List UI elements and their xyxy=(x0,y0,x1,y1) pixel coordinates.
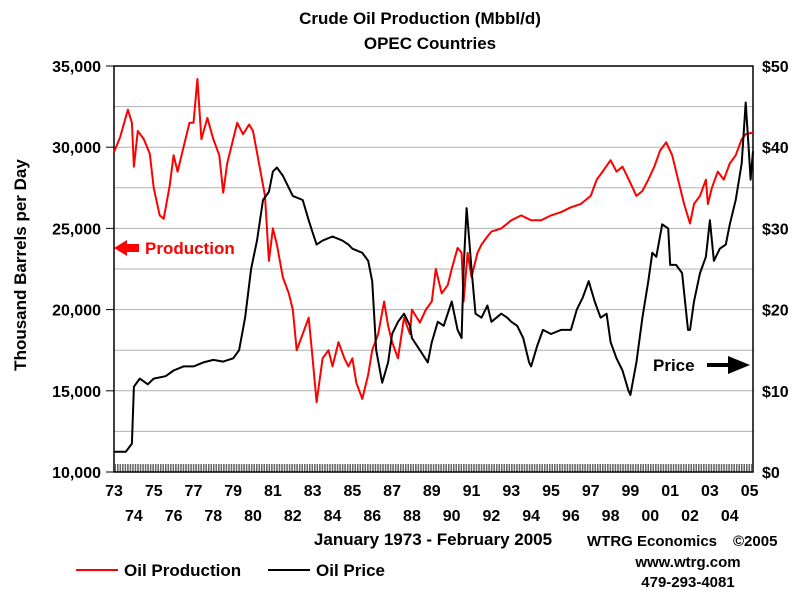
y-axis-label: Thousand Barrels per Day xyxy=(11,159,30,371)
x-tick-label: 91 xyxy=(463,483,481,500)
annotation-production: Production xyxy=(114,239,235,258)
left-arrow-icon xyxy=(114,240,139,256)
x-tick-label: 92 xyxy=(483,508,501,525)
production-annotation-label: Production xyxy=(145,239,235,258)
x-tick-label: 90 xyxy=(443,508,461,525)
y-tick-label-right: $30 xyxy=(762,221,789,238)
x-tick-label: 83 xyxy=(304,483,322,500)
right-arrow-icon xyxy=(707,356,750,374)
x-axis: 73 75 77 79 81 83 85 87 89 91 93 95 97 99 01 03 05 74 76 78… xyxy=(105,464,759,525)
chart-title: Crude Oil Production (Mbbl/d) xyxy=(299,9,541,28)
credit-phone: 479-293-4081 xyxy=(641,574,734,591)
x-tick-label: 98 xyxy=(602,508,620,525)
x-tick-label: 74 xyxy=(125,508,143,525)
x-tick-label: 01 xyxy=(661,483,679,500)
y-tick-label-right: $40 xyxy=(762,140,789,157)
y-tick-label-left: 25,000 xyxy=(52,221,101,238)
x-tick-label: 82 xyxy=(284,508,302,525)
legend-label-price: Oil Price xyxy=(316,561,385,580)
credits: WTRG Economics ©2005 www.wtrg.com 479-29… xyxy=(587,533,777,591)
y-axis-right: $0 $10 $20 $30 $40 $50 xyxy=(762,59,789,482)
legend: Oil Production Oil Price xyxy=(76,561,385,580)
annotation-price: Price xyxy=(653,356,750,375)
x-tick-label: 86 xyxy=(363,508,381,525)
legend-label-production: Oil Production xyxy=(124,561,241,580)
x-tick-label: 94 xyxy=(522,508,540,525)
price-annotation-label: Price xyxy=(653,356,695,375)
chart-subtitle: OPEC Countries xyxy=(364,34,496,53)
x-tick-label: 75 xyxy=(145,483,163,500)
x-tick-label: 95 xyxy=(542,483,560,500)
x-tick-label: 99 xyxy=(622,483,640,500)
y-tick-label-left: 35,000 xyxy=(52,59,101,76)
x-tick-label: 03 xyxy=(701,483,719,500)
x-tick-label: 85 xyxy=(343,483,361,500)
x-tick-label: 89 xyxy=(423,483,441,500)
y-tick-label-left: 30,000 xyxy=(52,140,101,157)
y-tick-label-right: $50 xyxy=(762,59,789,76)
x-tick-label: 00 xyxy=(641,508,659,525)
x-tick-label: 87 xyxy=(383,483,401,500)
x-tick-label: 04 xyxy=(721,508,739,525)
y-tick-label-right: $0 xyxy=(762,465,780,482)
x-tick-label: 84 xyxy=(324,508,342,525)
x-tick-label: 73 xyxy=(105,483,123,500)
credit-company: WTRG Economics xyxy=(587,533,717,550)
x-tick-label: 81 xyxy=(264,483,282,500)
x-tick-label: 05 xyxy=(741,483,759,500)
y-axis-left: 10,000 15,000 20,000 25,000 30,000 35,000 xyxy=(52,59,114,482)
credit-website: www.wtrg.com xyxy=(634,554,740,571)
y-tick-label-left: 10,000 xyxy=(52,465,101,482)
x-tick-label: 78 xyxy=(204,508,222,525)
x-tick-label: 79 xyxy=(224,483,242,500)
x-tick-label: 76 xyxy=(165,508,183,525)
x-axis-label: January 1973 - February 2005 xyxy=(314,530,552,549)
series-group xyxy=(113,78,754,453)
y-tick-label-left: 20,000 xyxy=(52,303,101,320)
x-tick-label: 93 xyxy=(502,483,520,500)
x-tick-label: 77 xyxy=(185,483,203,500)
x-tick-label: 80 xyxy=(244,508,262,525)
x-tick-label: 97 xyxy=(582,483,600,500)
y-tick-label-left: 15,000 xyxy=(52,384,101,401)
y-tick-label-right: $20 xyxy=(762,303,789,320)
series-line-production xyxy=(113,78,754,404)
x-tick-label: 88 xyxy=(403,508,421,525)
x-tick-label: 02 xyxy=(681,508,699,525)
series-line-price xyxy=(114,101,754,453)
credit-copyright: ©2005 xyxy=(733,533,777,550)
x-tick-label: 96 xyxy=(562,508,580,525)
y-tick-label-right: $10 xyxy=(762,384,789,401)
